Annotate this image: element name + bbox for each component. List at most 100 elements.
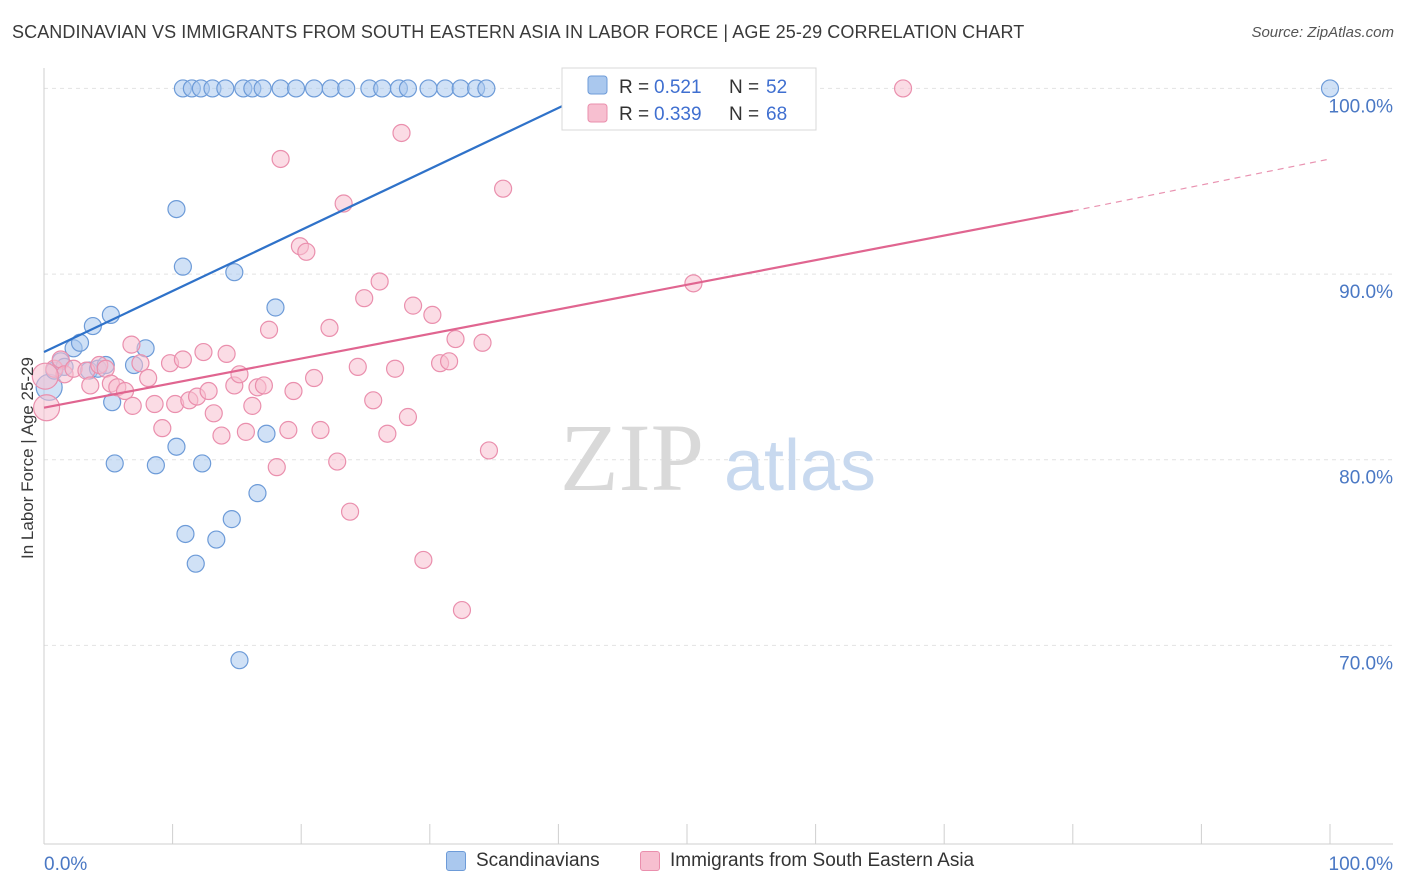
legend-n-label-2: N = — [729, 104, 759, 125]
immigrants-point-42 — [311, 420, 330, 440]
immigrants-point-54 — [398, 407, 418, 427]
scandinavians-point-38 — [286, 79, 306, 98]
legend-swatch-immigrants-bottom — [640, 851, 660, 871]
immigrants-point-17 — [153, 419, 172, 438]
scandinavians-point-28 — [266, 298, 285, 317]
legend-swatch-scandinavians — [587, 75, 608, 95]
chart-title: SCANDINAVIAN VS IMMIGRANTS FROM SOUTH EA… — [12, 22, 1025, 42]
legend-label-immigrants: Immigrants from South Eastern Asia — [670, 850, 975, 871]
immigrants-point-62 — [473, 333, 492, 352]
immigrants-point-25 — [204, 404, 223, 423]
scandinavians-point-41 — [337, 79, 356, 98]
scandinavians-point-20 — [186, 554, 205, 573]
legend-swatch-immigrants — [587, 103, 608, 123]
scandinavians-point-18 — [173, 257, 192, 276]
scandinavians-point-40 — [321, 79, 340, 98]
data-points — [31, 79, 1340, 670]
scandinavians-point-15 — [146, 456, 165, 475]
immigrants-trend-line — [43, 209, 1074, 409]
correlation-legend: R = 0.521 N = 52 R = 0.339 N = 68 — [561, 67, 817, 131]
legend-r-label-1: R = — [619, 77, 649, 98]
immigrants-point-37 — [279, 420, 298, 440]
legend-item-immigrants: Immigrants from South Eastern Asia — [640, 850, 974, 872]
immigrants-point-61 — [452, 600, 472, 620]
immigrants-point-16 — [145, 394, 164, 414]
scandinavians-point-25 — [230, 651, 249, 670]
watermark-atlas: atlas — [724, 426, 876, 506]
scandinavians-point-23 — [222, 510, 241, 529]
scandinavians-point-45 — [398, 79, 418, 98]
scandinavians-point-36 — [253, 79, 272, 98]
immigrants-point-13 — [123, 396, 142, 415]
immigrants-point-46 — [340, 502, 360, 521]
immigrants-point-59 — [439, 352, 459, 371]
y-tick-label-3: 70.0% — [1339, 653, 1393, 674]
immigrants-point-41 — [304, 368, 324, 388]
scandinavians-point-12 — [105, 454, 124, 473]
immigrants-point-60 — [446, 329, 465, 349]
immigrants-point-66 — [893, 79, 913, 98]
immigrants-point-23 — [194, 342, 213, 362]
immigrants-point-12 — [122, 335, 141, 354]
series-legend: Scandinavians Immigrants from South East… — [0, 850, 1406, 880]
gridlines — [44, 87, 1393, 646]
immigrants-point-48 — [355, 289, 374, 308]
scandinavians-trend-line — [43, 87, 601, 354]
y-axis-title: In Labor Force | Age 25-29 — [18, 357, 37, 559]
immigrants-point-40 — [297, 242, 316, 261]
legend-item-scandinavians: Scandinavians — [446, 850, 600, 872]
immigrants-point-63 — [479, 441, 499, 460]
immigrants-point-50 — [370, 272, 389, 291]
x-tick-label-right: 100.0% — [1329, 854, 1394, 875]
immigrants-point-14 — [131, 354, 150, 373]
immigrants-point-55 — [403, 296, 423, 315]
immigrants-point-20 — [173, 350, 192, 369]
immigrants-point-57 — [423, 305, 442, 325]
scandinavians-point-39 — [304, 79, 324, 98]
scandinavians-point-51 — [1320, 79, 1340, 98]
immigrants-point-33 — [254, 376, 274, 395]
legend-n-value-2: 68 — [766, 104, 787, 125]
immigrants-point-43 — [320, 318, 339, 338]
immigrants-point-47 — [348, 357, 367, 376]
y-tick-label-2: 80.0% — [1339, 468, 1393, 489]
scandinavians-point-27 — [257, 424, 276, 443]
legend-r-label-2: R = — [619, 104, 649, 125]
legend-n-value-1: 52 — [766, 77, 787, 98]
legend-n-label-1: N = — [729, 77, 759, 98]
legend-swatch-scandinavians-bottom — [446, 851, 466, 871]
immigrants-point-38 — [284, 381, 303, 401]
immigrants-point-49 — [364, 391, 383, 410]
trend-lines — [43, 87, 1331, 409]
immigrants-point-27 — [217, 344, 236, 363]
scandinavians-point-50 — [477, 79, 496, 98]
y-tick-label-0: 100.0% — [1329, 96, 1394, 117]
scandinavians-point-43 — [373, 79, 392, 98]
legend-label-scandinavians: Scandinavians — [476, 850, 600, 871]
immigrants-point-52 — [385, 359, 405, 378]
watermark-zip: ZIP — [560, 404, 704, 511]
immigrants-trend-extension — [1072, 158, 1331, 212]
axes — [43, 68, 1393, 845]
immigrants-point-36 — [271, 149, 290, 169]
immigrants-point-67 — [31, 362, 59, 390]
scandinavians-point-24 — [225, 263, 244, 282]
chart-source: Source: ZipAtlas.com — [1251, 24, 1394, 41]
legend-r-value-2: 0.339 — [654, 104, 702, 125]
immigrants-point-15 — [139, 368, 158, 388]
scandinavians-point-37 — [271, 79, 290, 98]
immigrants-point-26 — [212, 426, 231, 445]
scandinavians-point-46 — [419, 79, 438, 98]
immigrants-point-24 — [199, 381, 218, 401]
immigrants-point-51 — [378, 424, 397, 443]
x-tick-label-left: 0.0% — [44, 854, 87, 875]
immigrants-point-31 — [243, 396, 262, 415]
scandinavians-point-33 — [216, 79, 235, 98]
y-tick-labels: 100.0% 90.0% 80.0% 70.0% — [1329, 96, 1394, 674]
scandinavians-point-48 — [451, 79, 470, 98]
immigrants-point-30 — [236, 422, 256, 441]
immigrants-point-53 — [392, 123, 411, 143]
immigrants-point-64 — [494, 179, 513, 198]
scandinavians-point-21 — [193, 454, 212, 473]
